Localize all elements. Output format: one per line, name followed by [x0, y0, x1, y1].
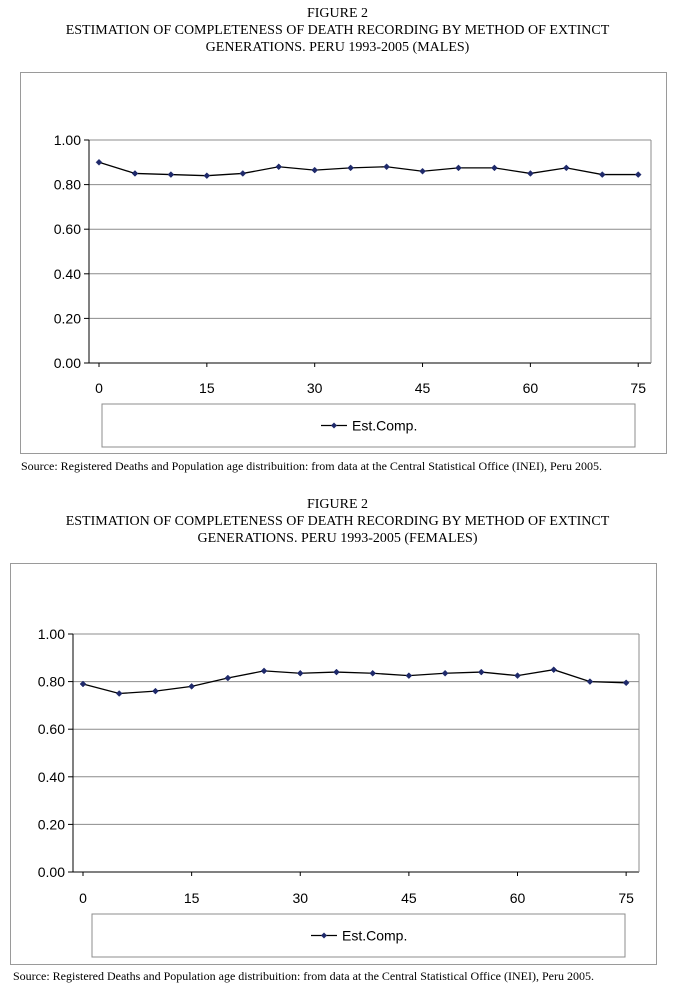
data-point: [491, 164, 498, 172]
data-point: [622, 679, 630, 687]
data-point: [550, 666, 558, 674]
y-tick-label: 0.00: [38, 864, 65, 880]
x-tick-label: 0: [95, 380, 103, 396]
data-point: [203, 172, 211, 180]
x-tick-label: 15: [199, 380, 215, 396]
x-tick-label: 60: [523, 380, 539, 396]
data-point: [115, 690, 123, 697]
figure-1-heading: FIGURE 2 ESTIMATION OF COMPLETENESS OF D…: [0, 5, 675, 56]
data-point: [79, 680, 87, 688]
figure-1-title-line2: GENERATIONS. PERU 1993-2005 (MALES): [205, 40, 470, 55]
x-tick-label: 75: [618, 890, 634, 906]
data-point: [562, 164, 570, 172]
data-point: [260, 667, 268, 675]
y-tick-label: 1.00: [38, 626, 65, 642]
chart-2-svg: 0.00 0.20 0.40 0.60 0.80 1.00 0 15 30 45 60 75 Est.C…: [38, 626, 640, 958]
legend-marker: [321, 932, 327, 939]
data-point: [441, 669, 449, 677]
data-point: [131, 170, 139, 177]
data-point: [634, 171, 642, 178]
legend-marker: [331, 422, 337, 429]
chart-1-container: 0.00 0.20 0.40 0.60 0.80 1.00 0 15 30 45 60 75 Est.C…: [20, 72, 667, 454]
y-tick-label: 0.80: [54, 177, 81, 193]
series-line: [82, 669, 627, 695]
data-point: [527, 170, 534, 177]
y-tick-label: 0.80: [38, 674, 65, 690]
data-point: [419, 167, 426, 175]
y-tick-label: 0.20: [38, 816, 65, 832]
data-point: [239, 170, 247, 177]
data-point: [347, 164, 354, 172]
figure-2-source: Source: Registered Deaths and Population…: [13, 969, 594, 983]
data-point: [275, 163, 283, 171]
figure-2-title-line2: GENERATIONS. PERU 1993-2005 (FEMALES): [197, 531, 478, 546]
data-point: [586, 678, 594, 685]
figure-2-label: FIGURE 2: [306, 497, 369, 512]
x-tick-label: 0: [79, 890, 87, 906]
figure-2-heading: FIGURE 2 ESTIMATION OF COMPLETENESS OF D…: [0, 496, 675, 547]
legend-label: Est.Comp.: [352, 418, 417, 434]
figure-1-title-line1: ESTIMATION OF COMPLETENESS OF DEATH RECO…: [65, 23, 610, 38]
figure-1-source: Source: Registered Deaths and Population…: [21, 459, 602, 473]
data-point: [95, 158, 103, 166]
y-tick-label: 1.00: [54, 132, 81, 148]
y-tick-label: 0.00: [54, 355, 81, 371]
x-tick-label: 75: [630, 380, 646, 396]
data-point: [311, 166, 319, 174]
y-tick-label: 0.40: [54, 266, 81, 282]
x-tick-label: 45: [401, 890, 417, 906]
y-tick-label: 0.60: [54, 221, 81, 237]
x-tick-label: 30: [307, 380, 323, 396]
legend-box: [91, 913, 626, 958]
data-point: [167, 171, 175, 178]
legend-label: Est.Comp.: [342, 928, 407, 944]
data-point: [405, 672, 413, 680]
chart-1-svg: 0.00 0.20 0.40 0.60 0.80 1.00 0 15 30 45 60 75 Est.C…: [54, 132, 652, 448]
chart-2-container: 0.00 0.20 0.40 0.60 0.80 1.00 0 15 30 45 60 75 Est.C…: [10, 563, 657, 965]
data-point: [224, 674, 232, 682]
figure-2-title-line1: ESTIMATION OF COMPLETENESS OF DEATH RECO…: [65, 514, 610, 529]
data-point: [152, 687, 159, 695]
figure-1-label: FIGURE 2: [306, 6, 369, 21]
data-point: [369, 669, 377, 677]
y-tick-label: 0.60: [38, 721, 65, 737]
x-tick-label: 15: [184, 890, 200, 906]
x-tick-label: 30: [292, 890, 308, 906]
data-point: [296, 669, 304, 677]
data-point: [383, 163, 390, 171]
y-tick-label: 0.20: [54, 310, 81, 326]
data-point: [477, 668, 485, 676]
data-point: [333, 668, 340, 676]
series-line: [98, 161, 639, 177]
x-tick-label: 45: [415, 380, 431, 396]
x-tick-label: 60: [510, 890, 526, 906]
data-point: [598, 171, 606, 178]
data-point: [514, 672, 521, 680]
data-point: [188, 683, 195, 690]
legend-box: [101, 403, 636, 448]
y-tick-label: 0.40: [38, 769, 65, 785]
data-point: [455, 164, 462, 172]
